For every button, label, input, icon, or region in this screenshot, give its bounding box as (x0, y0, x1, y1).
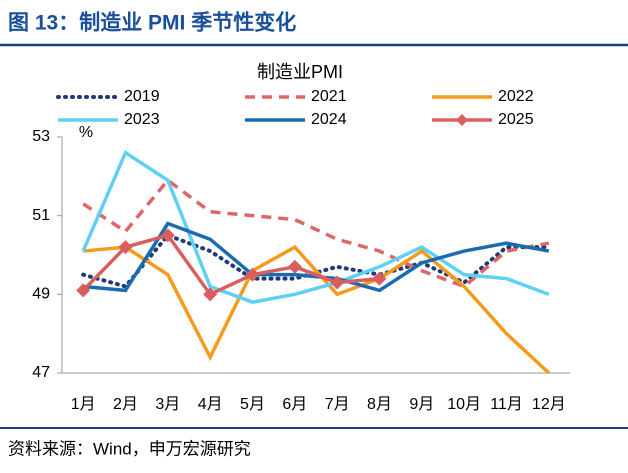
x-tick-label: 12月 (532, 396, 566, 413)
x-tick-label: 4月 (198, 396, 223, 413)
y-tick-label: 51 (32, 207, 50, 224)
y-tick-label: 47 (32, 364, 50, 381)
series-line (81, 233, 380, 297)
x-tick-label: 8月 (367, 396, 392, 413)
legend-label: 2025 (498, 111, 534, 128)
x-tick-label: 7月 (325, 396, 350, 413)
source: 资料来源：Wind，申万宏源研究 (8, 439, 251, 458)
series-marker (245, 267, 260, 282)
legend-label: 2023 (124, 111, 160, 128)
series-marker (203, 287, 218, 302)
series-line (83, 221, 550, 293)
figure-title: 图 13：制造业 PMI 季节性变化 (8, 11, 296, 35)
legend-marker (456, 114, 468, 126)
x-tick-label: 10月 (447, 396, 481, 413)
legend-label: 2019 (124, 88, 160, 105)
legend-label: 2021 (311, 88, 347, 105)
x-tick-label: 11月 (490, 396, 523, 413)
series-marker (330, 275, 345, 290)
x-tick-label: 9月 (409, 396, 434, 413)
legend-label: 2024 (311, 111, 347, 128)
series-marker (76, 283, 91, 298)
x-tick-label: 2月 (113, 396, 138, 413)
x-tick-label: 6月 (282, 396, 307, 413)
x-tick-label: 1月 (71, 396, 96, 413)
y-tick-label: 49 (32, 286, 50, 303)
series-line (81, 232, 551, 289)
y-tick-label: 53 (32, 128, 50, 145)
series-marker (118, 240, 133, 255)
series-marker (372, 271, 387, 286)
x-tick-label: 5月 (240, 396, 265, 413)
legend-label: 2022 (498, 88, 534, 105)
series-line (82, 177, 550, 289)
x-tick-label: 3月 (155, 396, 180, 413)
series-line (83, 244, 551, 375)
y-unit: % (79, 124, 93, 141)
series-marker (160, 228, 175, 243)
chart-title: 制造业PMI (257, 62, 343, 82)
series-line (81, 150, 550, 305)
series-marker (287, 259, 302, 274)
